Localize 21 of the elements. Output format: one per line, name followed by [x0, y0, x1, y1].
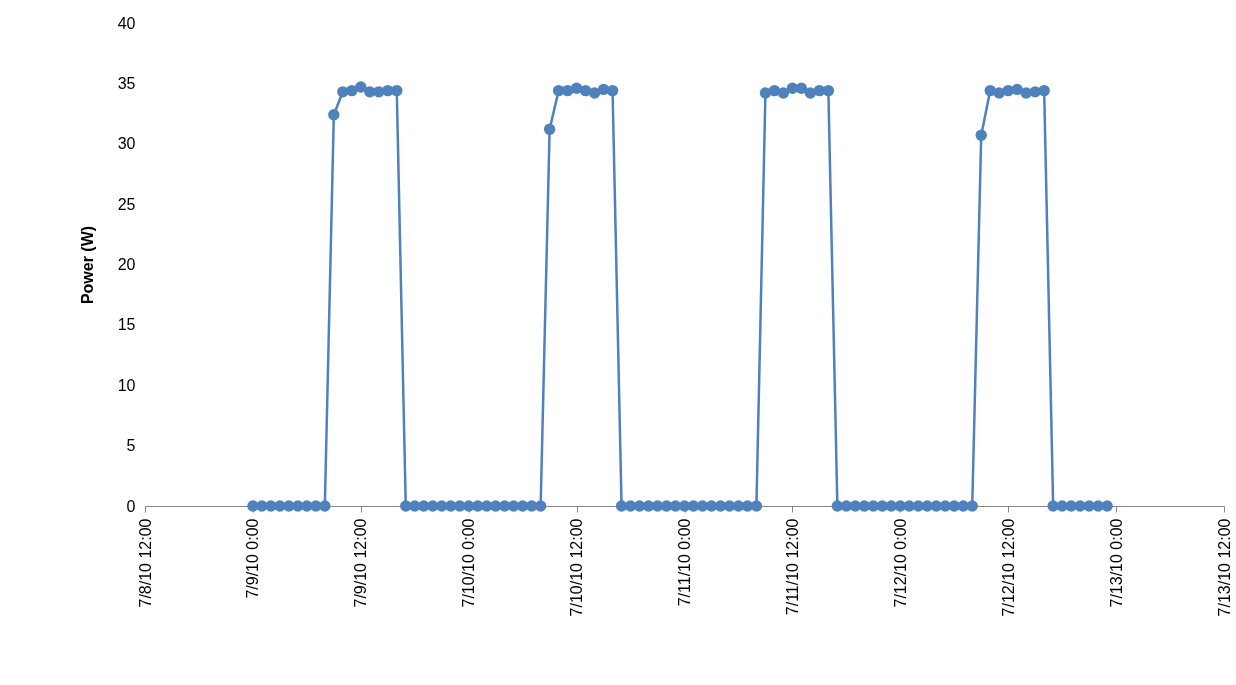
y-tick-label: 40	[117, 14, 136, 32]
y-axis-title: Power (W)	[78, 225, 96, 305]
y-tick-label: 5	[126, 437, 136, 455]
x-tick-label: 7/9/10 12:00	[352, 518, 370, 608]
x-tick-label: 7/9/10 0:00	[244, 518, 262, 599]
x-tick-label: 7/12/10 0:00	[891, 518, 909, 608]
x-tick-label: 7/8/10 12:00	[136, 518, 154, 608]
y-tick-label: 30	[117, 135, 136, 153]
x-tick-label: 7/11/10 0:00	[676, 518, 693, 607]
x-tick-label: 7/12/10 12:00	[999, 518, 1017, 617]
x-tick-label: 7/13/10 0:00	[1107, 518, 1125, 608]
y-tick-label: 20	[117, 256, 136, 273]
x-tick-label: 7/10/10 12:00	[568, 518, 586, 617]
y-tick-label: 0	[126, 497, 136, 515]
y-tick-label: 25	[117, 195, 136, 213]
y-tick-label: 10	[117, 376, 136, 394]
x-tick-label: 7/11/10 12:00	[783, 518, 801, 616]
y-tick-label: 15	[117, 316, 136, 334]
y-tick-label: 35	[117, 74, 136, 92]
x-tick-label: 7/10/10 0:00	[460, 518, 478, 608]
x-tick-label: 7/13/10 12:00	[1215, 518, 1233, 617]
